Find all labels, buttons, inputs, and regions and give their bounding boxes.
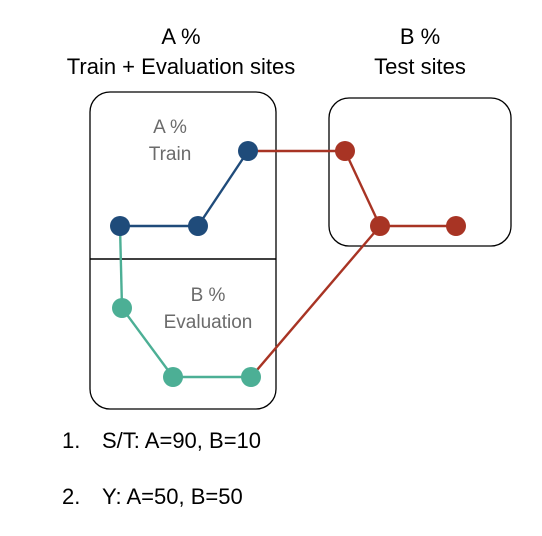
list-item-text: Y: A=50, B=50: [102, 484, 243, 509]
train-node: [110, 216, 130, 236]
evaluation-edge: [121, 307, 174, 378]
list-item-number: 1.: [62, 428, 81, 453]
evaluation-label-line2: Evaluation: [163, 312, 253, 333]
header-right: B % Test sites: [320, 22, 520, 82]
evaluation-edge: [118, 225, 124, 309]
evaluation-label-line1: B %: [190, 285, 226, 306]
header-left: A % Train + Evaluation sites: [0, 22, 362, 82]
train-label: A % Train: [120, 114, 220, 168]
header-left-line2: Train + Evaluation sites: [66, 54, 296, 79]
train-node: [238, 141, 258, 161]
evaluation-node: [163, 367, 183, 387]
evaluation-node: [112, 298, 132, 318]
train-node: [188, 216, 208, 236]
list-item-text: S/T: A=90, B=10: [102, 428, 262, 453]
test-path: [248, 149, 456, 378]
list-item-number: 2.: [62, 484, 81, 509]
evaluation-path: [118, 225, 251, 379]
test-edge: [343, 150, 382, 227]
evaluation-label: B % Evaluation: [148, 282, 268, 336]
list-item: 2. Y: A=50, B=50: [62, 480, 261, 536]
nodes: [110, 141, 466, 387]
list-item: 1. S/T: A=90, B=10: [62, 424, 261, 480]
test-node: [335, 141, 355, 161]
train-edge: [197, 150, 249, 227]
test-node: [446, 216, 466, 236]
train-path: [120, 150, 249, 228]
header-left-line1: A %: [161, 24, 201, 49]
evaluation-to-test-edge: [250, 225, 381, 378]
header-right-line2: Test sites: [374, 54, 466, 79]
evaluation-node: [241, 367, 261, 387]
train-label-line1: A %: [153, 117, 187, 138]
train-label-line2: Train: [148, 144, 192, 165]
header-right-line1: B %: [399, 24, 441, 49]
condition-list: 1. S/T: A=90, B=10 2. Y: A=50, B=50: [62, 424, 261, 536]
train-eval-box: [89, 91, 277, 410]
test-box: [328, 97, 512, 247]
test-node: [370, 216, 390, 236]
